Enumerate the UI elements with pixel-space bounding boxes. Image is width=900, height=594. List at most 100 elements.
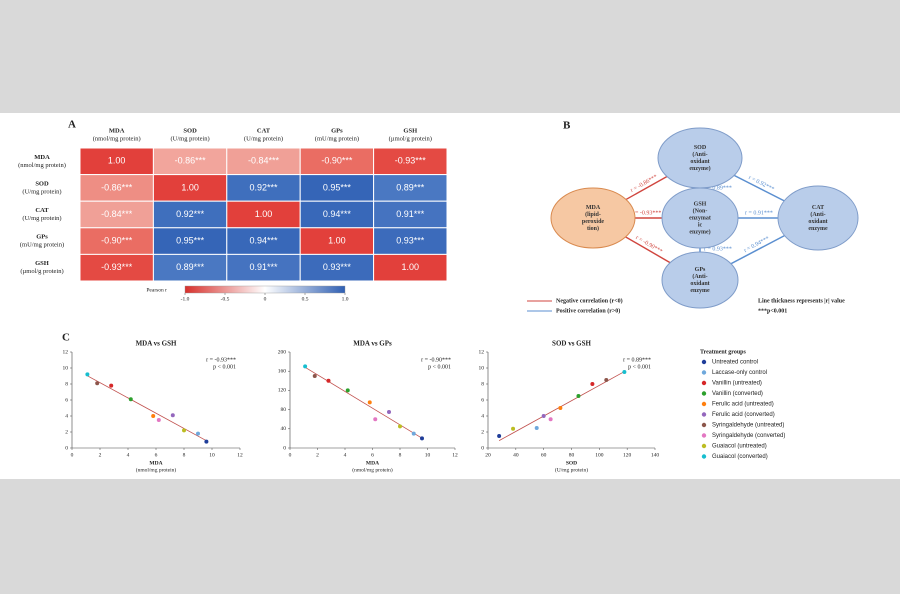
heatmap-cell [299, 200, 375, 229]
heatmap-cell [299, 253, 375, 282]
cell-label: -0.93*** [101, 262, 133, 272]
heatmap-cell [152, 227, 228, 255]
data-point [548, 417, 553, 422]
y-tick-label: 4 [65, 413, 68, 419]
node-label: GSH [694, 201, 707, 207]
y-tick-label: 0 [283, 445, 286, 451]
node-label: (Anti- [810, 211, 825, 218]
node-label: enzyme [808, 226, 828, 232]
panel-label: C [62, 332, 70, 344]
y-tick-label: 120 [278, 388, 287, 394]
data-point [128, 397, 133, 402]
x-tick-label: 60 [541, 452, 547, 458]
x-tick-label: 4 [344, 452, 347, 458]
trend-line [304, 366, 423, 439]
annotation: r = -0.90*** [421, 357, 451, 363]
legend-label: ***p<0.001 [758, 308, 787, 314]
x-axis-label: (nmol/mg protein) [352, 466, 393, 473]
annotation: r = -0.93*** [206, 357, 236, 363]
legend-swatch [701, 433, 707, 438]
heatmap-cell [226, 200, 301, 229]
edge-label: r = -0.93*** [632, 210, 662, 216]
colorbar-tick-label: -0.5 [221, 296, 230, 302]
cell-label: 1.00 [328, 235, 346, 245]
data-point [576, 394, 581, 398]
data-point [558, 406, 563, 410]
x-tick-label: 8 [399, 452, 402, 458]
heatmap-cell [79, 227, 154, 255]
data-point [109, 383, 114, 388]
row-header: GPs [36, 234, 48, 241]
x-tick-label: 4 [127, 452, 130, 458]
data-point [85, 372, 90, 377]
legend-label: Ferulic acid (converted) [712, 412, 775, 418]
x-tick-label: 10 [425, 452, 431, 458]
trend-line [498, 371, 625, 442]
data-point [303, 364, 308, 369]
y-tick-label: 0 [65, 445, 68, 451]
legend-label: Vanillin (converted) [712, 391, 763, 397]
node-label: (Non- [693, 207, 708, 214]
x-tick-label: 2 [316, 452, 319, 458]
y-tick-label: 80 [281, 407, 287, 413]
heatmap-cell [226, 174, 301, 202]
legend-swatch [701, 412, 707, 417]
legend-label: Ferulic acid (untreated) [712, 402, 774, 408]
column-header: (nmol/mg protein) [93, 135, 141, 142]
data-point [373, 417, 378, 422]
annotation: p < 0.001 [428, 364, 451, 370]
chart-title: MDA vs GSH [136, 340, 177, 348]
x-axis-label: SOD [566, 460, 577, 466]
diagram-node [661, 251, 739, 309]
cell-label: 0.95*** [176, 235, 205, 245]
annotation: p < 0.001 [213, 364, 236, 370]
chart-title: MDA vs GPs [353, 340, 392, 348]
column-header: SOD [183, 127, 197, 134]
data-point [387, 410, 391, 414]
cell-label: 0.93*** [396, 235, 425, 245]
legend-label: Vanillin (untreated) [712, 381, 762, 387]
row-header: MDA [34, 154, 50, 161]
data-point [170, 413, 175, 418]
x-tick-label: 2 [99, 452, 102, 458]
node-label: (Anti- [692, 151, 707, 158]
x-axis-label: MDA [149, 460, 162, 466]
cell-label: -0.93*** [395, 156, 427, 166]
column-header: CAT [257, 127, 271, 134]
data-point [420, 436, 424, 441]
y-tick-label: 8 [481, 381, 484, 387]
annotation: r = 0.89*** [623, 357, 651, 363]
data-point [604, 378, 609, 382]
y-tick-label: 12 [63, 349, 69, 355]
legend-label: Guaiacol (untreated) [712, 444, 767, 450]
cell-label: 1.00 [402, 262, 420, 272]
x-tick-label: 8 [183, 452, 186, 458]
panel-label: B [563, 120, 571, 132]
y-tick-label: 4 [481, 413, 484, 419]
data-point [345, 388, 350, 393]
row-header: CAT [35, 207, 49, 214]
colorbar-title: Pearson r [146, 287, 167, 293]
edge-label: r = 0.91*** [745, 210, 773, 216]
y-tick-label: 6 [481, 397, 484, 403]
x-axis-label: MDA [366, 460, 379, 466]
legend-swatch [701, 359, 707, 365]
y-tick-label: 2 [481, 429, 484, 435]
cell-label: 0.89*** [176, 262, 205, 272]
data-point [156, 418, 161, 422]
heatmap-cell [373, 253, 448, 282]
chart-title: SOD vs GSH [552, 340, 591, 348]
row-header: (U/mg protein) [22, 188, 61, 195]
column-header: GSH [403, 127, 417, 134]
legend-label: Laccase-only control [712, 370, 767, 376]
cell-label: 0.91*** [396, 209, 425, 219]
panel-label: A [68, 119, 76, 131]
legend-swatch [701, 443, 707, 449]
cell-label: 1.00 [181, 182, 199, 192]
row-header: GSH [35, 260, 49, 267]
heatmap-cell [373, 227, 448, 255]
cell-label: 0.95*** [323, 182, 352, 192]
cell-label: 0.94*** [323, 209, 352, 219]
x-tick-label: 12 [452, 452, 458, 458]
cell-label: -0.86*** [101, 182, 133, 192]
